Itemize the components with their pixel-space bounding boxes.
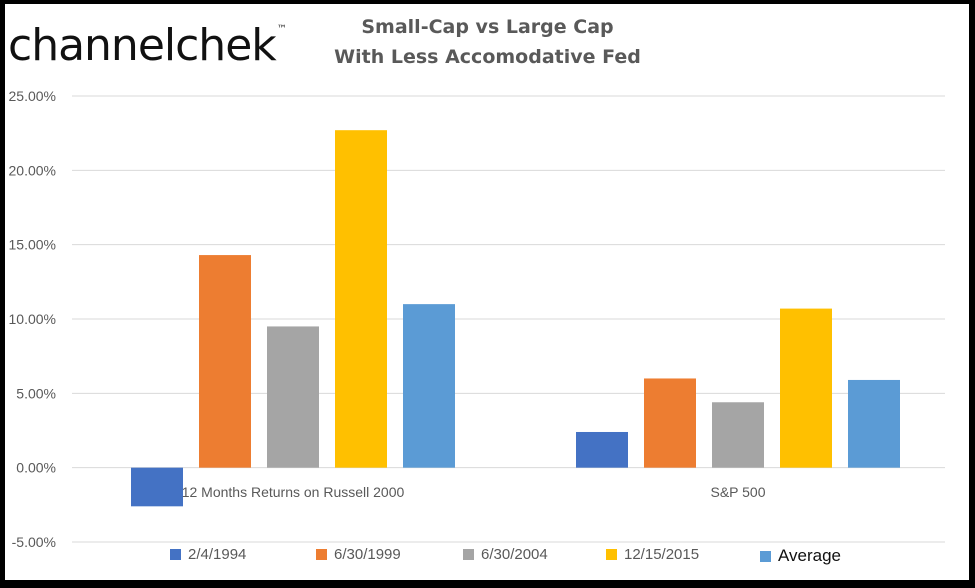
bar bbox=[576, 431, 628, 468]
legend-swatch bbox=[170, 549, 181, 560]
legend-label: 6/30/1999 bbox=[334, 546, 401, 563]
logo-trademark: ™ bbox=[276, 24, 287, 35]
chart-title: Small-Cap vs Large Cap bbox=[361, 16, 614, 38]
legend-swatch bbox=[463, 549, 474, 560]
bar bbox=[335, 130, 387, 468]
legend-swatch bbox=[606, 549, 617, 560]
bar bbox=[267, 326, 319, 468]
y-tick-label: 0.00% bbox=[16, 460, 56, 476]
bar bbox=[199, 255, 251, 468]
legend-item: 6/30/2004 bbox=[463, 546, 548, 563]
y-tick-label: -5.00% bbox=[12, 534, 56, 550]
y-tick-label: 5.00% bbox=[16, 385, 56, 401]
y-tick-label: 10.00% bbox=[9, 311, 56, 327]
logo-text: channelchek bbox=[8, 20, 277, 71]
legend-item: Average bbox=[760, 546, 841, 566]
legend-label: 12/15/2015 bbox=[624, 546, 700, 563]
category-label: S&P 500 bbox=[710, 484, 765, 500]
bar bbox=[403, 304, 455, 468]
legend-swatch bbox=[760, 550, 771, 562]
legend-item: 2/4/1994 bbox=[170, 546, 246, 563]
y-tick-label: 25.00% bbox=[9, 88, 56, 104]
legend-label: 6/30/2004 bbox=[481, 546, 548, 563]
legend-swatch bbox=[316, 549, 327, 560]
chart-subtitle: With Less Accomodative Fed bbox=[334, 46, 641, 68]
y-tick-label: 20.00% bbox=[9, 162, 56, 178]
legend-label: Average bbox=[778, 546, 842, 565]
chart-legend: 2/4/1994 6/30/1999 6/30/2004 12/15/2015 Aver… bbox=[170, 546, 890, 568]
category-label: 12 Months Returns on Russell 2000 bbox=[182, 484, 405, 500]
bar bbox=[644, 378, 696, 468]
bar bbox=[712, 402, 764, 468]
legend-item: 12/15/2015 bbox=[606, 546, 699, 563]
legend-item: 6/30/1999 bbox=[316, 546, 401, 563]
bar bbox=[780, 308, 832, 468]
bar bbox=[848, 379, 900, 468]
channelchek-logo: channelchek™ bbox=[8, 4, 287, 72]
y-tick-label: 15.00% bbox=[9, 237, 56, 253]
bar bbox=[131, 467, 183, 507]
chart-title-block: Small-Cap vs Large Cap With Less Accomod… bbox=[0, 12, 975, 72]
legend-label: 2/4/1994 bbox=[188, 546, 247, 563]
